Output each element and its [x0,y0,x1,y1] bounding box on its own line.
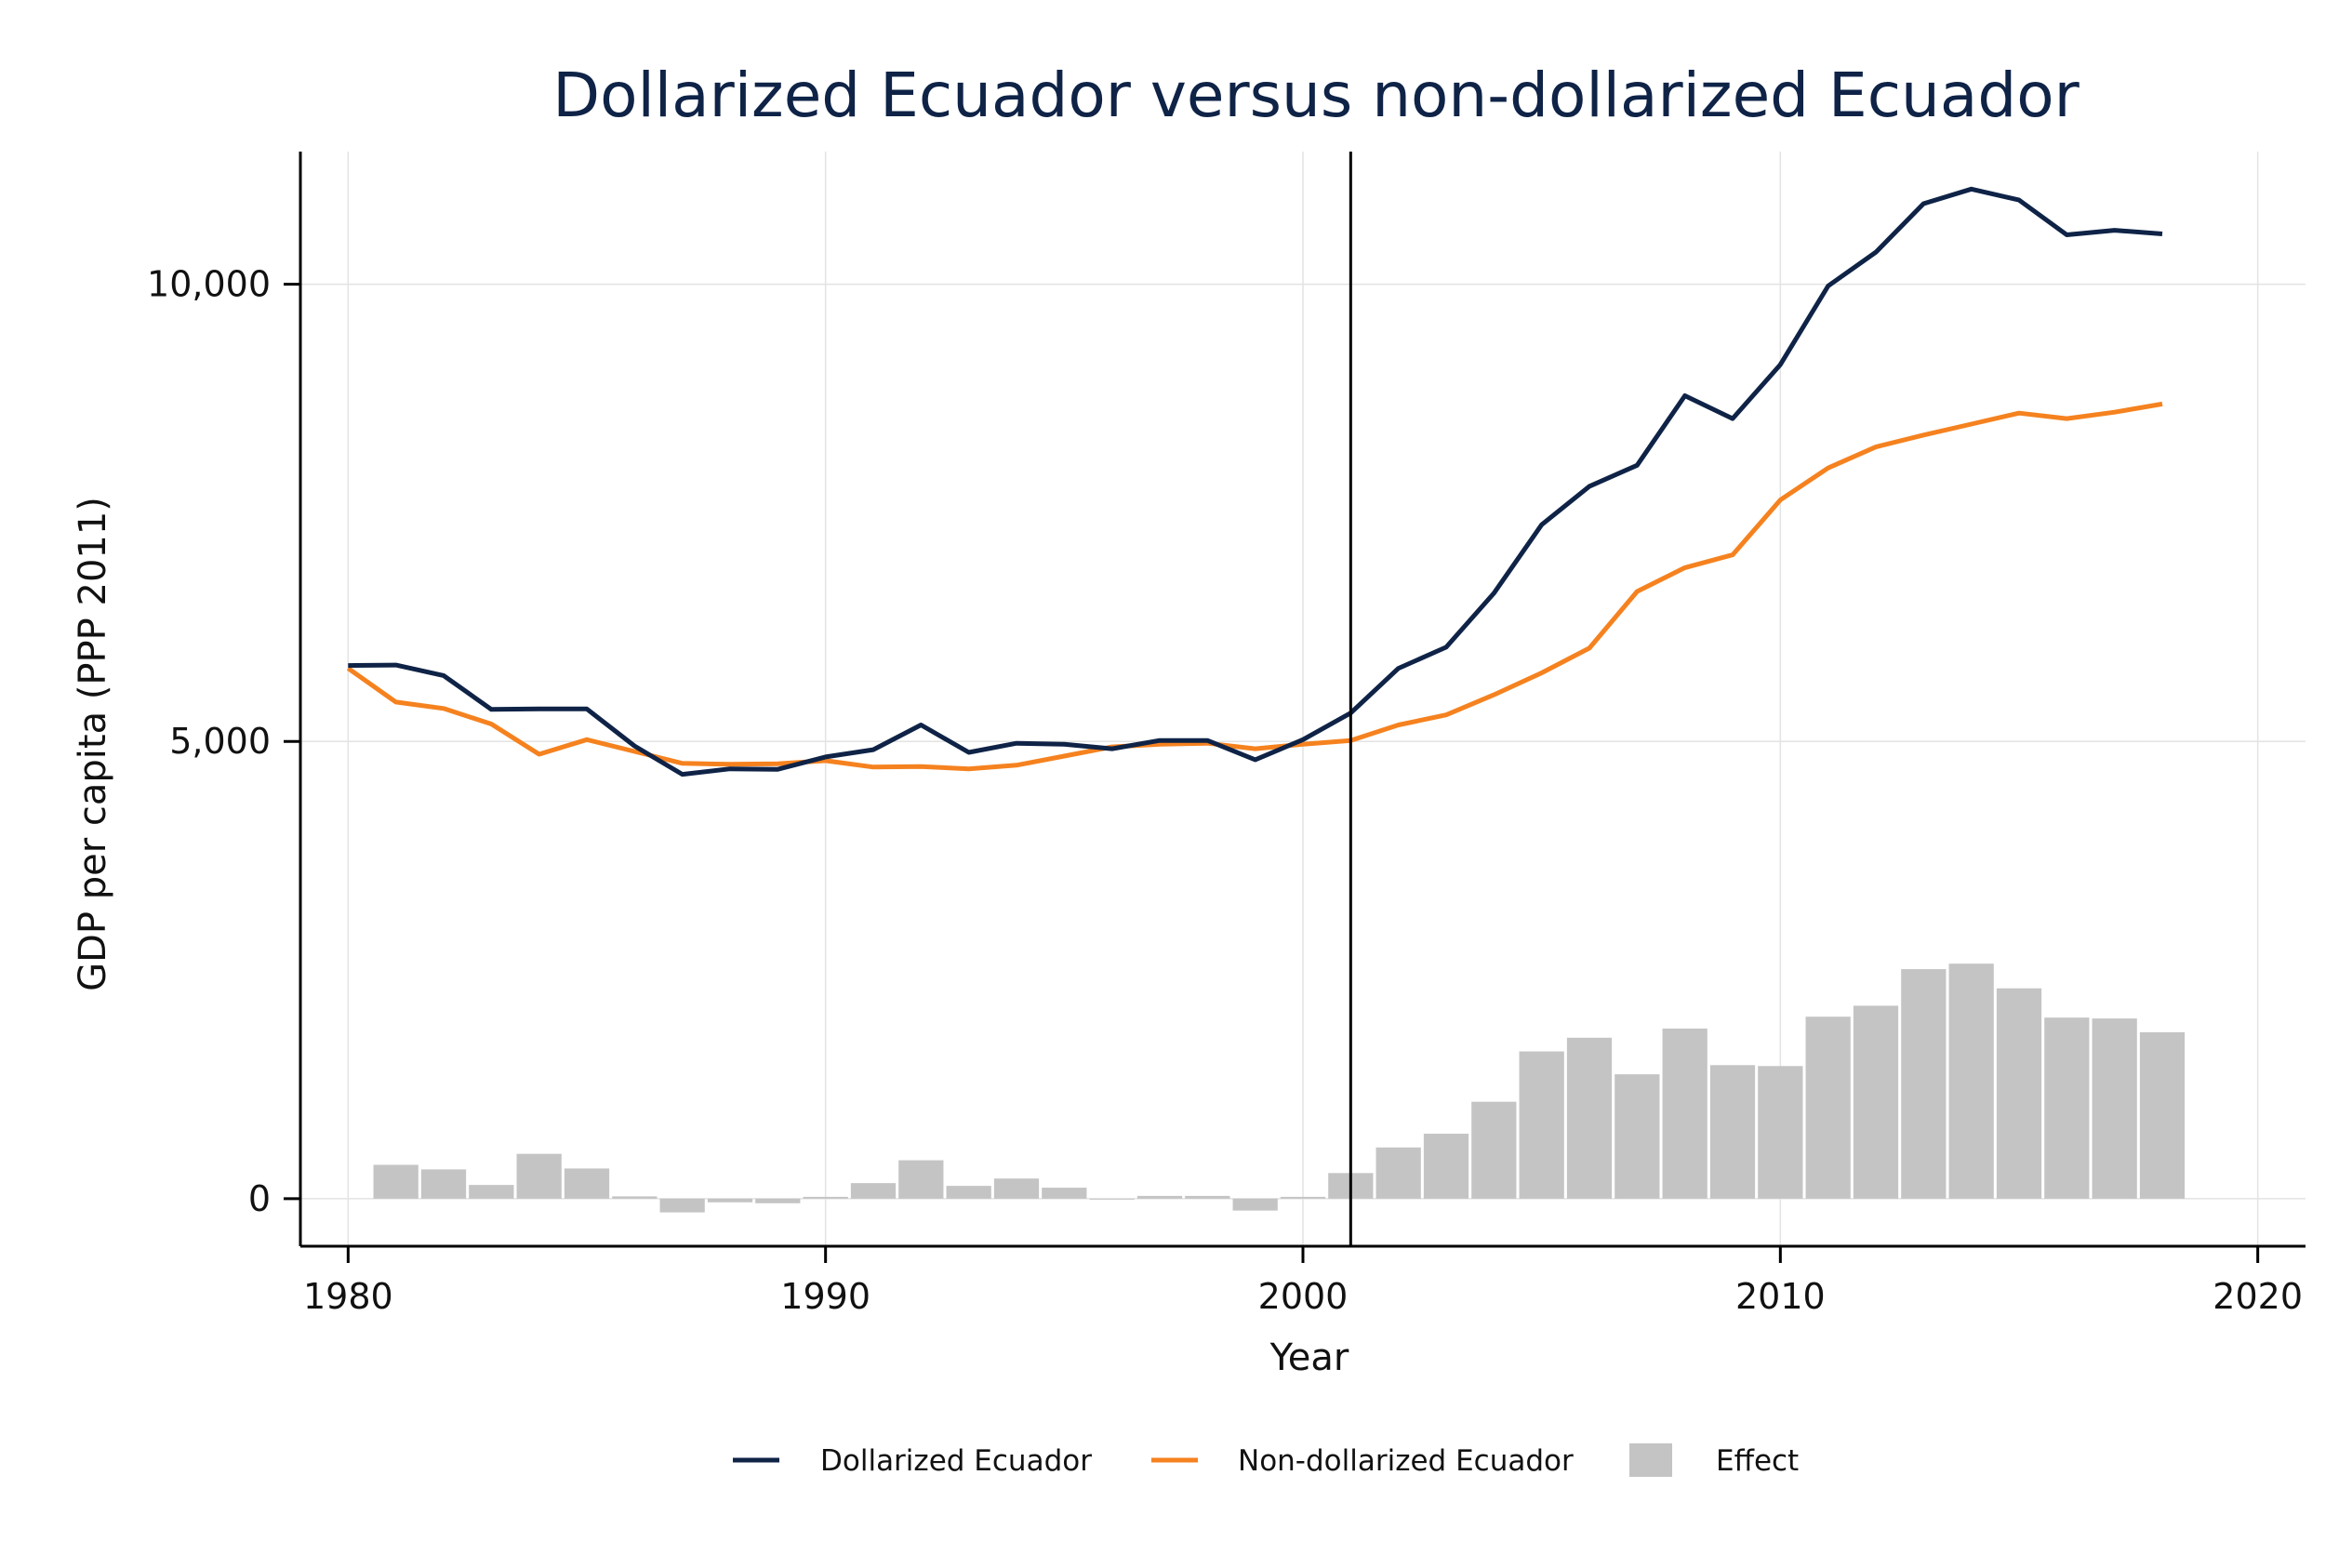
line-dollarized-ecuador [348,186,2163,777]
effect-bar [1375,1147,1421,1199]
effect-bar [993,1178,1040,1199]
effect-bar [1662,1028,1708,1199]
effect-bar [1471,1101,1517,1199]
effect-bar [2139,1031,2186,1199]
effect-bar [373,1164,419,1199]
effect-bar [1948,963,1994,1199]
y-tick-label: 10,000 [147,264,271,305]
x-tick-label: 2010 [1735,1276,1826,1317]
x-tick-label: 2020 [2212,1276,2303,1317]
x-tick-label: 1990 [780,1276,870,1317]
effect-bar [1566,1037,1613,1199]
effect-bar [1758,1066,1803,1199]
effect-bar [898,1160,944,1199]
effect-bar [420,1169,467,1199]
effect-bar [1232,1198,1278,1211]
effect-bar [1136,1195,1183,1199]
effect-bar [1615,1074,1660,1199]
effect-bar [1423,1134,1469,1199]
y-axis-title: GDP per capita (PPP 2011) [72,497,114,991]
effect-bar [2092,1018,2137,1199]
legend-swatch-effect [1629,1443,1672,1477]
effect-bar [1280,1196,1326,1199]
effect-bar [1901,969,1947,1199]
effect-bar [755,1198,801,1203]
effect-bar [612,1196,658,1199]
x-tick-label: 1980 [303,1276,393,1317]
effect-bar [1042,1188,1087,1199]
effect-bar [707,1198,753,1203]
effect-bar [564,1168,610,1199]
effect-bar [1805,1017,1851,1199]
legend-label-non-dollarized: Non-dollarized Ecuador [1238,1444,1574,1478]
effect-bar [803,1196,848,1199]
y-tick-label: 5,000 [169,721,271,762]
y-tick-label: 0 [248,1178,271,1219]
effect-bar [1519,1051,1564,1199]
effect-bar [516,1153,562,1199]
effect-bar [1853,1005,1899,1199]
legend-label-dollarized: Dollarized Ecuador [820,1444,1092,1478]
chart-title: Dollarized Ecuador versus non-dollarized… [552,60,2080,131]
x-tick-label: 2000 [1258,1276,1349,1317]
effect-bar [1185,1195,1230,1199]
effect-bar [850,1183,897,1199]
legend: Dollarized Ecuador Non-dollarized Ecuado… [733,1443,1799,1478]
series-lines [346,186,2163,777]
effect-bar [1089,1198,1135,1200]
effect-bar [469,1185,514,1199]
effect-bar [1996,988,2042,1199]
effect-bar [659,1198,705,1213]
effect-bar [946,1186,991,1199]
effect-bar [2044,1017,2090,1199]
effect-bar [1709,1065,1756,1199]
effect-bars [373,963,2186,1213]
legend-label-effect: Effect [1716,1444,1799,1478]
x-axis-title: Year [1269,1336,1349,1379]
axes: 1980 1990 2000 2010 2020 0 5,000 10,000 [147,152,2305,1317]
